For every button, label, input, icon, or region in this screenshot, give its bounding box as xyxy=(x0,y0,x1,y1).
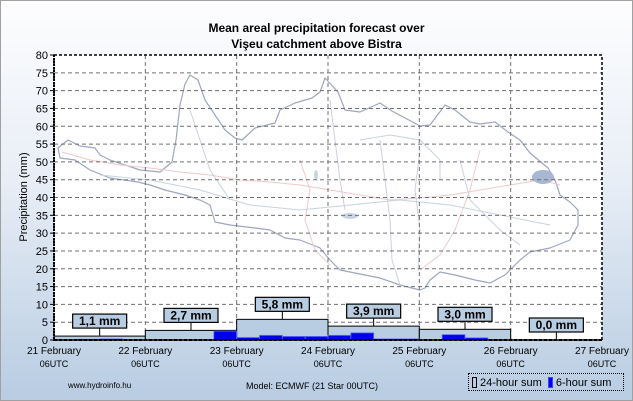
bar-label-box xyxy=(437,306,493,322)
y-tick-label: 75 xyxy=(36,68,48,80)
legend-label-24-hour: 24-hour sum xyxy=(480,377,542,389)
river-line xyxy=(329,99,346,211)
catchment-map-background xyxy=(57,74,579,291)
bar-label-box xyxy=(346,303,402,319)
x-tick-time: 06UTC xyxy=(496,359,525,369)
bar-value-label: 2,7 mm xyxy=(170,308,211,322)
lake-shape xyxy=(342,213,358,219)
y-tick-label: 55 xyxy=(36,139,48,151)
bar-label-box xyxy=(254,296,310,312)
river-line xyxy=(414,149,421,271)
y-axis-ticks: 0 5 10 15 20 25 30 35 40 45 50 55 60 65 70 75 80 xyxy=(36,50,54,347)
x-tick-day: 24 February xyxy=(301,346,355,357)
y-tick-label: 45 xyxy=(36,175,48,187)
lake-shape xyxy=(314,170,318,180)
y-tick-label: 30 xyxy=(36,228,48,240)
plot-border xyxy=(53,54,603,341)
y-tick-label: 70 xyxy=(36,86,48,98)
title-line-2: Vişeu catchment above Bistra xyxy=(231,37,402,51)
x-tick-time: 06UTC xyxy=(588,359,617,369)
bar-value-label: 5,8 mm xyxy=(262,297,303,311)
x-tick-day: 23 February xyxy=(210,346,264,357)
legend-swatch-6-hour xyxy=(547,377,553,388)
river-line xyxy=(359,134,441,180)
x-tick-time: 06UTC xyxy=(40,359,69,369)
chart-legend: 24-hour sum 6-hour sum xyxy=(468,373,624,391)
road-line xyxy=(419,149,481,271)
x-tick-day: 21 February xyxy=(27,346,81,357)
y-tick-label: 50 xyxy=(36,157,48,169)
title-line-1: Mean areal precipitation forecast over xyxy=(208,21,425,35)
x-axis-ticks: 21 February 06UTC 22 February 06UTC 23 Febru… xyxy=(27,346,629,369)
y-tick-label: 40 xyxy=(36,193,48,205)
x-tick-day: 26 February xyxy=(484,346,538,357)
x-tick-time: 06UTC xyxy=(131,359,160,369)
footer-model-info: Model: ECMWF (21 Star 00UTC) xyxy=(246,381,379,391)
legend-swatch-24-hour xyxy=(472,377,477,388)
y-tick-label: 15 xyxy=(36,282,48,294)
bar-6-hour xyxy=(350,332,375,341)
bar-label-box xyxy=(72,313,128,329)
x-tick-day: 27 February xyxy=(575,346,629,357)
y-tick-label: 35 xyxy=(36,210,48,222)
x-tick-time: 06UTC xyxy=(405,359,434,369)
y-tick-label: 5 xyxy=(42,317,48,329)
y-axis-label: Precipitation (mm) xyxy=(18,152,30,241)
chart-title: Mean areal precipitation forecast over V… xyxy=(0,20,633,52)
bar-label-box xyxy=(163,307,219,323)
y-tick-label: 25 xyxy=(36,246,48,258)
y-tick-label: 10 xyxy=(36,299,48,311)
river-line xyxy=(379,139,401,286)
grid-lines xyxy=(54,55,602,340)
bar-value-label: 1,1 mm xyxy=(79,314,120,328)
bar-value-label: 3,9 mm xyxy=(353,304,394,318)
bar-6-hour xyxy=(213,330,238,341)
river-line xyxy=(189,109,231,201)
bar-value-label: 3,0 mm xyxy=(444,307,485,321)
bar-label-box xyxy=(528,317,584,333)
x-tick-time: 06UTC xyxy=(314,359,343,369)
y-tick-label: 80 xyxy=(36,50,48,62)
legend-label-6-hour: 6-hour sum xyxy=(555,377,612,389)
lake-shape xyxy=(532,170,554,184)
river-line xyxy=(99,174,551,226)
y-tick-label: 0 xyxy=(42,335,48,347)
y-tick-label: 20 xyxy=(36,264,48,276)
x-tick-day: 22 February xyxy=(118,346,172,357)
y-tick-label: 60 xyxy=(36,121,48,133)
x-tick-time: 06UTC xyxy=(222,359,251,369)
y-tick-label: 65 xyxy=(36,103,48,115)
catchment-outline xyxy=(57,74,579,291)
x-tick-day: 25 February xyxy=(392,346,446,357)
footer-site-link[interactable]: www.hydroinfo.hu xyxy=(68,381,132,390)
bar-value-labels: 1,1 mm 2,7 mm 5,8 mm 3,9 mm 3,0 mm 0,0 mm xyxy=(72,296,584,340)
bar-value-label: 0,0 mm xyxy=(536,318,577,332)
